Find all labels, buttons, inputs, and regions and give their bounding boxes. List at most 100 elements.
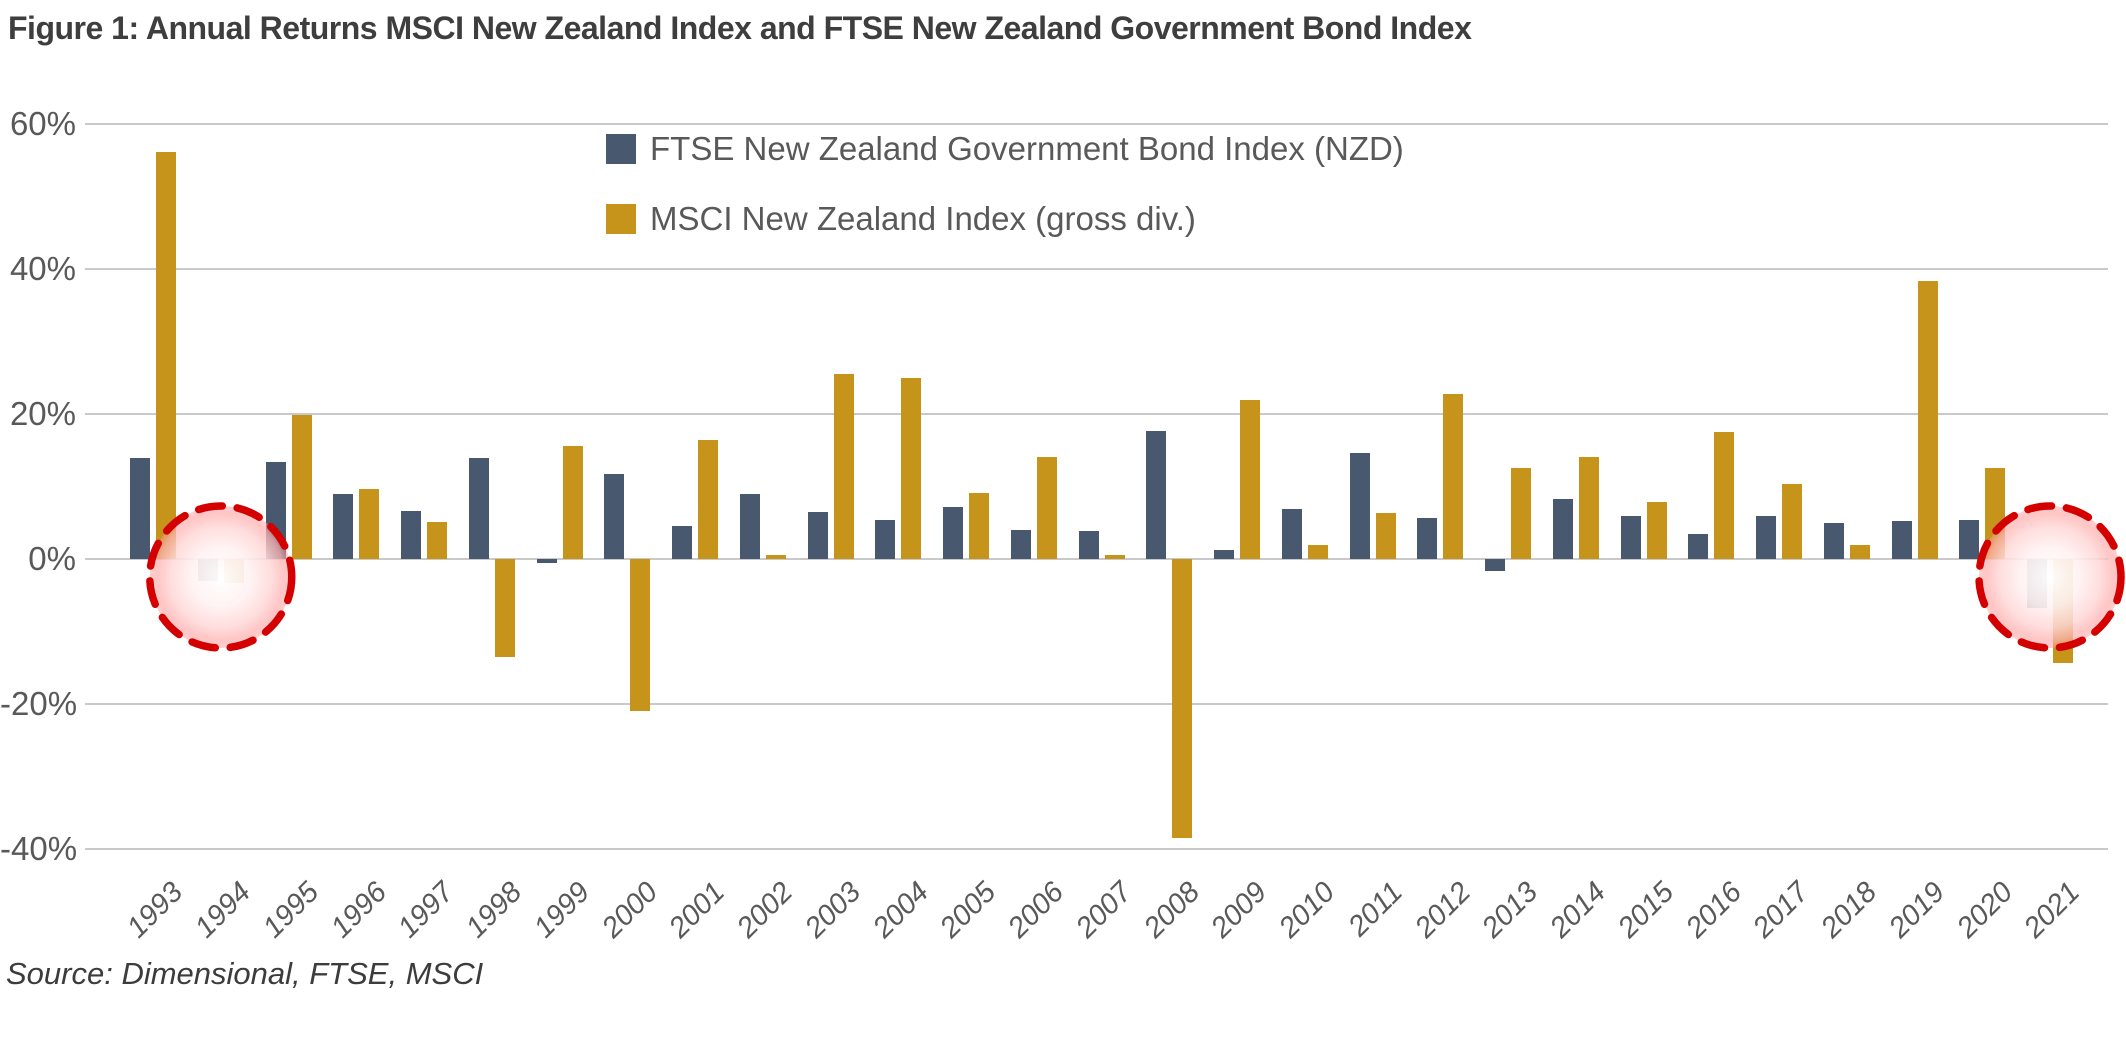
bar-bond-2016 <box>1688 534 1709 559</box>
legend-label-bond: FTSE New Zealand Government Bond Index (… <box>650 130 1404 167</box>
gridline-60% <box>85 123 2108 125</box>
bar-bond-2002 <box>739 493 760 559</box>
y-axis-tick-60%: 60% <box>9 105 76 142</box>
bar-equity-2017 <box>1782 483 1802 559</box>
bar-bond-2001 <box>672 525 692 559</box>
bar-equity-1998 <box>494 559 515 657</box>
bar-bond-1997 <box>401 511 421 559</box>
bar-equity-2021 <box>2053 559 2073 663</box>
y-axis-tick--20%: -20% <box>0 685 78 722</box>
bar-bond-1998 <box>468 457 489 559</box>
x-axis-tick-2012: 2012 <box>1408 876 1477 945</box>
bar-equity-1997 <box>427 522 447 559</box>
bar-bond-2008 <box>1146 431 1167 559</box>
x-axis-tick-2020: 2020 <box>1950 876 2019 945</box>
bar-equity-2000 <box>630 559 651 712</box>
bar-equity-2019 <box>1917 280 1938 559</box>
gridline-40% <box>85 268 2108 270</box>
legend-label-equity: MSCI New Zealand Index (gross div.) <box>650 200 1196 237</box>
bar-bond-2019 <box>1891 521 1912 559</box>
bar-equity-1993 <box>156 151 176 559</box>
equity-series-swatch-icon <box>606 204 636 234</box>
legend-item-equity: MSCI New Zealand Index (gross div.) <box>606 200 1404 238</box>
gridline-0% <box>85 558 2108 560</box>
chart-legend: FTSE New Zealand Government Bond Index (… <box>606 130 1404 270</box>
bar-bond-1996 <box>333 494 354 559</box>
bar-bond-2015 <box>1620 516 1641 559</box>
x-axis-tick-2021: 2021 <box>2018 876 2087 945</box>
bar-bond-2012 <box>1417 518 1438 559</box>
x-axis-tick-2001: 2001 <box>663 876 732 945</box>
bar-bond-1999 <box>536 559 557 564</box>
x-axis-tick-2017: 2017 <box>1747 876 1816 945</box>
y-axis-tick-20%: 20% <box>9 395 76 432</box>
gridline-20% <box>85 413 2108 415</box>
bar-equity-2008 <box>1172 559 1193 839</box>
bar-bond-2017 <box>1756 515 1776 559</box>
bar-bond-2010 <box>1281 508 1302 559</box>
bar-equity-2006 <box>1036 456 1057 559</box>
bar-bond-2011 <box>1349 453 1370 559</box>
bar-equity-2002 <box>765 555 786 559</box>
x-axis-tick-2009: 2009 <box>1205 876 1274 945</box>
bar-equity-1995 <box>291 414 312 559</box>
bar-bond-1994 <box>197 559 218 581</box>
bar-bond-1993 <box>130 457 150 559</box>
x-axis-tick-2015: 2015 <box>1611 876 1681 945</box>
x-axis-tick-2019: 2019 <box>1882 876 1952 945</box>
bar-bond-2005 <box>943 506 963 559</box>
x-axis-tick-2016: 2016 <box>1679 876 1748 945</box>
bar-bond-2018 <box>1823 522 1844 559</box>
x-axis-tick-2010: 2010 <box>1273 876 1342 945</box>
bar-bond-2020 <box>1959 519 1980 559</box>
bar-bond-2009 <box>1214 550 1234 559</box>
bar-bond-2014 <box>1552 498 1573 559</box>
bar-equity-2014 <box>1578 456 1599 559</box>
bar-equity-2015 <box>1646 501 1667 559</box>
bar-bond-2000 <box>604 474 625 559</box>
bar-bond-2003 <box>807 511 828 559</box>
bar-equity-2004 <box>901 377 922 559</box>
bar-bond-2004 <box>875 519 896 559</box>
bar-equity-2016 <box>1714 432 1735 559</box>
x-axis-tick-1997: 1997 <box>392 876 461 945</box>
x-axis-tick-2018: 2018 <box>1815 876 1884 945</box>
x-axis-tick-2003: 2003 <box>798 876 868 945</box>
bar-equity-2001 <box>698 440 718 559</box>
bar-equity-2012 <box>1443 394 1464 559</box>
x-axis-tick-1994: 1994 <box>189 876 258 945</box>
bar-equity-2003 <box>833 374 854 559</box>
gridline--40% <box>85 848 2108 850</box>
x-axis-tick-1996: 1996 <box>324 876 393 945</box>
bar-equity-2013 <box>1511 467 1531 559</box>
bar-bond-2013 <box>1485 559 1505 572</box>
bar-bond-2007 <box>1078 530 1099 559</box>
bar-bond-2006 <box>1010 530 1031 559</box>
x-axis-tick-2014: 2014 <box>1544 876 1613 945</box>
bar-equity-1994 <box>223 559 244 583</box>
x-axis-tick-2005: 2005 <box>934 876 1003 945</box>
bar-equity-2010 <box>1307 545 1328 559</box>
gridline--20% <box>85 703 2108 705</box>
source-note: Source: Dimensional, FTSE, MSCI <box>6 956 484 991</box>
x-axis-tick-1999: 1999 <box>527 876 597 945</box>
x-axis-tick-2008: 2008 <box>1137 876 1206 945</box>
x-axis-tick-2013: 2013 <box>1476 876 1545 945</box>
bar-equity-2018 <box>1849 544 1870 559</box>
bar-equity-1996 <box>359 488 380 559</box>
chart-title: Figure 1: Annual Returns MSCI New Zealan… <box>8 10 1472 46</box>
y-axis-tick-0%: 0% <box>28 540 76 577</box>
bar-equity-1999 <box>562 445 583 559</box>
y-axis-tick--40%: -40% <box>0 830 78 867</box>
x-axis-tick-2002: 2002 <box>731 876 800 945</box>
x-axis-tick-2006: 2006 <box>1002 876 1071 945</box>
x-axis-tick-2007: 2007 <box>1069 876 1139 945</box>
bar-equity-2007 <box>1104 554 1125 559</box>
x-axis-tick-1998: 1998 <box>460 876 529 945</box>
x-axis-tick-2011: 2011 <box>1342 876 1410 943</box>
bar-equity-2009 <box>1240 399 1260 559</box>
legend-item-bond: FTSE New Zealand Government Bond Index (… <box>606 130 1404 168</box>
bar-equity-2020 <box>1985 468 2006 559</box>
x-axis-tick-2000: 2000 <box>595 876 664 945</box>
